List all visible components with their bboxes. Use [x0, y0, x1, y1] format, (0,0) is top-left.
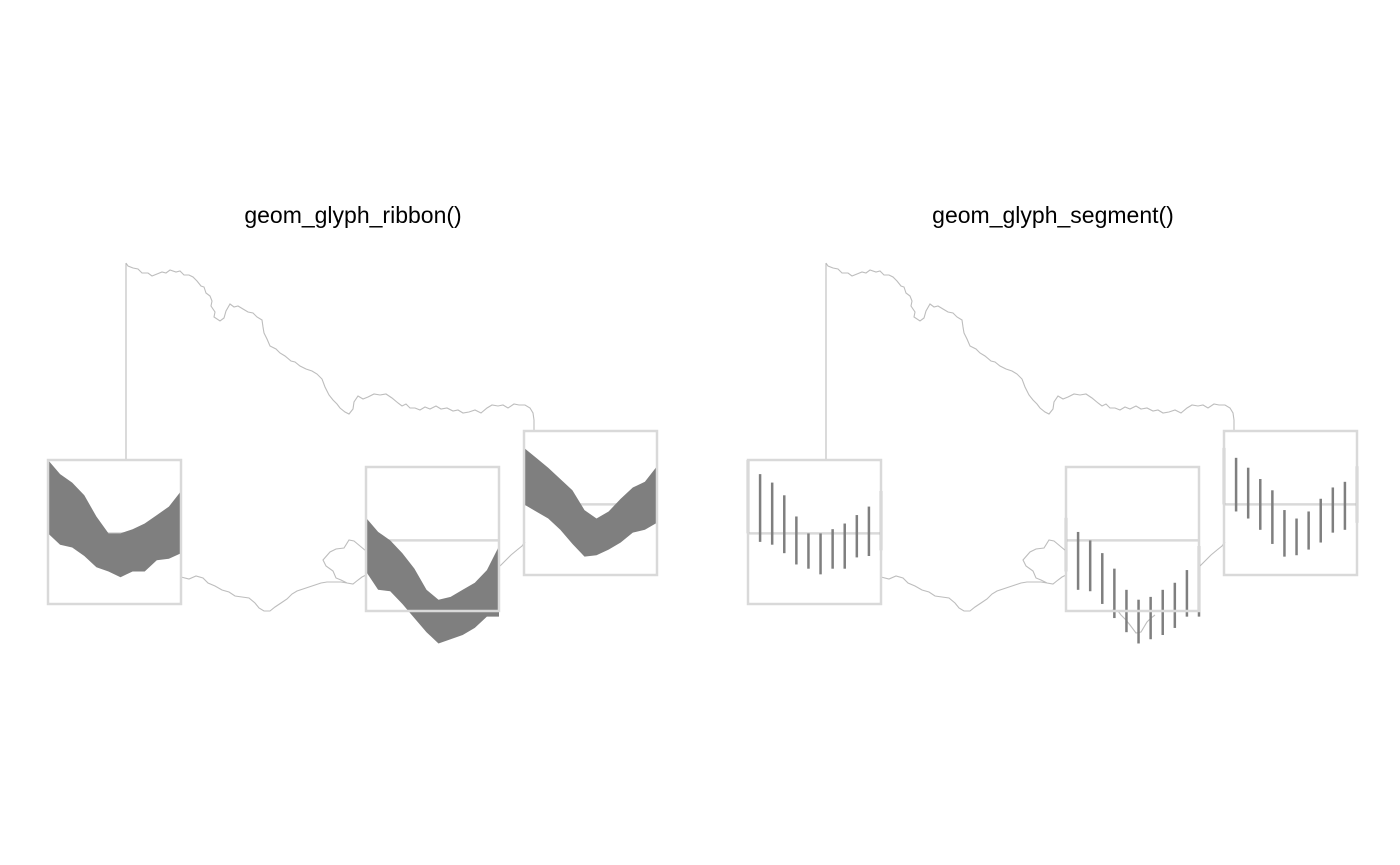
ribbon-area: [48, 460, 181, 578]
glyph-central: [1064, 465, 1201, 644]
glyph-central: [364, 465, 501, 644]
glyph-box: [1064, 465, 1201, 613]
panel-title-segment: geom_glyph_segment(): [932, 202, 1174, 228]
ribbon-panel: [46, 262, 659, 644]
glyph-box: [1222, 429, 1359, 577]
segment-panel: [746, 262, 1359, 644]
glyph-east: [1222, 429, 1359, 577]
glyph-box: [46, 458, 183, 606]
victoria-map-outline: [825, 262, 1235, 634]
glyph-west: [746, 458, 883, 606]
ribbon-area: [524, 447, 657, 557]
glyph-box: [746, 458, 883, 606]
glyph-west: [46, 458, 183, 606]
victoria-map-outline: [125, 262, 535, 634]
panel-title-ribbon: geom_glyph_ribbon(): [244, 202, 462, 228]
ribbon-area: [366, 517, 499, 644]
glyph-east: [522, 429, 659, 577]
glyph-box: [522, 429, 659, 577]
glyph-box: [364, 465, 501, 613]
